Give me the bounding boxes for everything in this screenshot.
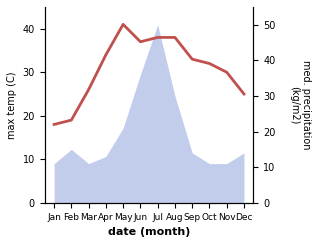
Y-axis label: med. precipitation
(kg/m2): med. precipitation (kg/m2)	[289, 60, 311, 150]
Y-axis label: max temp (C): max temp (C)	[7, 71, 17, 139]
X-axis label: date (month): date (month)	[108, 227, 190, 237]
